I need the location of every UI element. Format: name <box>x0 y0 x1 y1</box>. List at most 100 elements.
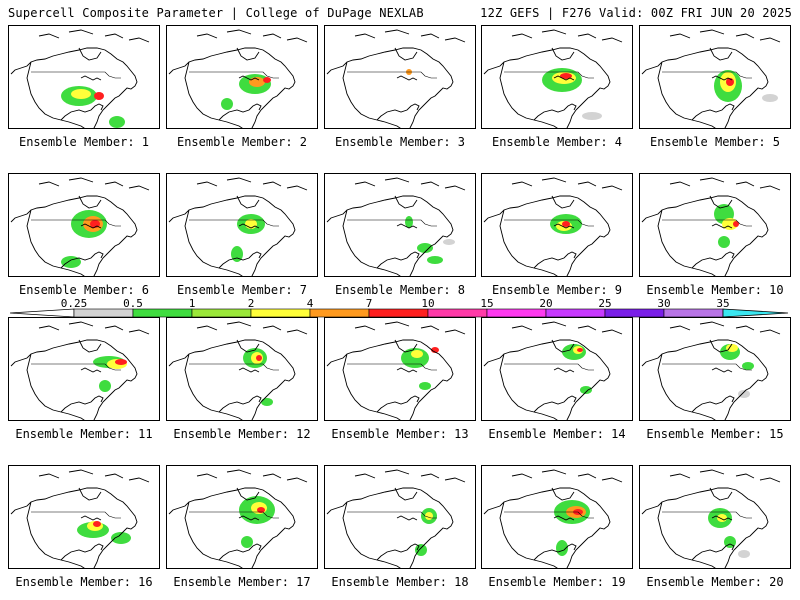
north-america-map <box>641 177 781 276</box>
coastline <box>691 543 735 561</box>
scp-contour <box>263 77 271 83</box>
coastline <box>80 367 102 373</box>
coastline <box>236 195 260 209</box>
coastline <box>342 501 401 568</box>
coastline <box>657 353 716 420</box>
scp-contour <box>762 94 778 102</box>
color-scale-segment <box>368 308 429 318</box>
ensemble-member-label: Ensemble Member: 20 <box>646 575 784 589</box>
scp-contour <box>726 344 738 352</box>
ensemble-member-label: Ensemble Member: 6 <box>18 283 150 297</box>
scp-contour <box>115 359 127 365</box>
color-scale-tick-label: 7 <box>365 297 373 310</box>
coastline <box>38 177 150 191</box>
north-america-map <box>483 177 623 276</box>
coastline <box>26 61 85 128</box>
run-info: 12Z GEFS | F276 Valid: 00Z FRI JUN 20 20… <box>480 6 792 20</box>
scp-contour <box>443 239 455 245</box>
coastline <box>511 29 623 43</box>
coastline <box>376 251 420 269</box>
coastline <box>394 47 418 61</box>
color-scale-tick-label: 30 <box>657 297 671 310</box>
coastline <box>168 47 296 128</box>
coastline <box>196 29 308 43</box>
ensemble-map <box>324 317 476 421</box>
ensemble-map <box>324 25 476 129</box>
ensemble-map <box>8 25 160 129</box>
coastline <box>196 177 308 191</box>
coastline <box>709 195 733 209</box>
coastline <box>342 209 401 276</box>
color-scale-tick-label: 10 <box>421 297 435 310</box>
scp-contour <box>221 98 233 110</box>
north-america-map <box>326 177 466 276</box>
ensemble-member-label: Ensemble Member: 5 <box>649 135 781 149</box>
coastline <box>483 47 611 128</box>
coastline <box>326 195 454 276</box>
coastline <box>354 29 466 43</box>
scp-contour <box>71 89 91 99</box>
coastline <box>709 339 733 353</box>
color-scale-segment <box>486 308 547 318</box>
coastline <box>657 501 716 568</box>
country-border <box>504 511 594 519</box>
coastline <box>60 103 104 121</box>
scp-contour <box>111 532 131 544</box>
scp-contour <box>742 362 754 370</box>
coastline <box>711 223 733 229</box>
ensemble-map <box>639 25 791 129</box>
coastline <box>551 339 575 353</box>
country-border <box>504 363 594 371</box>
coastline <box>483 195 611 276</box>
coastline <box>78 339 102 353</box>
coastline <box>238 75 260 81</box>
country-border <box>347 219 437 227</box>
scp-contour <box>257 507 265 513</box>
coastline <box>326 487 454 568</box>
ensemble-member-label: Ensemble Member: 9 <box>491 283 623 297</box>
coastline <box>669 469 781 483</box>
coastline <box>641 487 769 568</box>
north-america-map <box>641 29 781 128</box>
scp-contour <box>738 390 750 398</box>
coastline <box>709 47 733 61</box>
north-america-map <box>10 469 150 568</box>
coastline <box>483 487 611 568</box>
coastline <box>236 47 260 61</box>
coastline <box>511 177 623 191</box>
coastline <box>709 487 733 501</box>
color-scale-segment <box>427 308 488 318</box>
coastline <box>354 177 466 191</box>
scp-contour <box>417 243 433 253</box>
color-scale-segment <box>604 308 665 318</box>
north-america-map <box>483 321 623 420</box>
coastline <box>533 395 577 413</box>
ensemble-member-label: Ensemble Member: 18 <box>331 575 469 589</box>
coastline <box>342 353 401 420</box>
coastline <box>10 195 138 276</box>
coastline <box>38 469 150 483</box>
scp-contour <box>109 116 125 128</box>
coastline <box>396 367 418 373</box>
coastline <box>641 339 769 420</box>
scp-contour <box>261 398 273 406</box>
coastline <box>396 223 418 229</box>
coastline <box>184 209 243 276</box>
coastline <box>184 501 243 568</box>
coastline <box>80 223 102 229</box>
coastline <box>236 339 260 353</box>
coastline <box>394 487 418 501</box>
coastline <box>78 487 102 501</box>
coastline <box>184 61 243 128</box>
north-america-map <box>10 177 150 276</box>
scp-contour <box>93 521 101 527</box>
north-america-map <box>168 469 308 568</box>
ensemble-member-label: Ensemble Member: 2 <box>176 135 308 149</box>
color-scale-segment <box>191 308 252 318</box>
scp-contour <box>425 512 433 520</box>
ensemble-member-label: Ensemble Member: 8 <box>334 283 466 297</box>
color-scale-tick-label: 2 <box>247 297 255 310</box>
scp-contour <box>577 348 583 352</box>
coastline <box>168 487 296 568</box>
coastline <box>394 339 418 353</box>
